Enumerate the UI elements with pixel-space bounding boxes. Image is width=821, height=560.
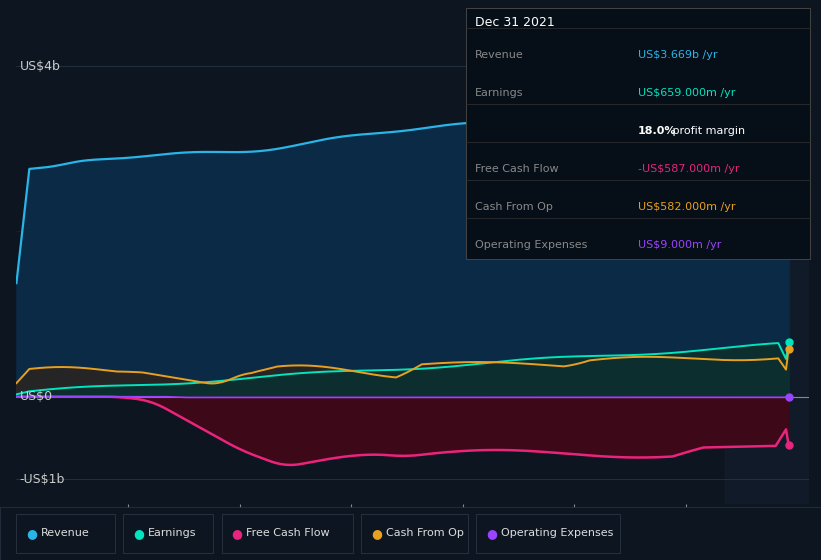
Text: Earnings: Earnings (148, 528, 196, 538)
Text: -US$587.000m /yr: -US$587.000m /yr (638, 164, 740, 174)
Text: US$9.000m /yr: US$9.000m /yr (638, 240, 722, 250)
Text: ●: ● (371, 526, 382, 540)
Text: Cash From Op: Cash From Op (386, 528, 464, 538)
Text: ●: ● (133, 526, 144, 540)
Text: Revenue: Revenue (475, 50, 524, 60)
Text: Earnings: Earnings (475, 88, 524, 98)
Text: ●: ● (232, 526, 242, 540)
Text: US$3.669b /yr: US$3.669b /yr (638, 50, 718, 60)
Text: ●: ● (26, 526, 37, 540)
Text: Operating Expenses: Operating Expenses (475, 240, 588, 250)
Bar (725, 17, 809, 504)
Text: US$0: US$0 (20, 390, 53, 403)
Text: Operating Expenses: Operating Expenses (501, 528, 613, 538)
Text: US$582.000m /yr: US$582.000m /yr (638, 202, 736, 212)
Text: 18.0%: 18.0% (638, 126, 677, 136)
Text: -US$1b: -US$1b (20, 473, 65, 486)
Text: Cash From Op: Cash From Op (475, 202, 553, 212)
Text: US$659.000m /yr: US$659.000m /yr (638, 88, 736, 98)
Text: profit margin: profit margin (669, 126, 745, 136)
Text: Dec 31 2021: Dec 31 2021 (475, 16, 555, 29)
Text: Revenue: Revenue (41, 528, 89, 538)
Text: US$4b: US$4b (20, 60, 61, 73)
Text: Free Cash Flow: Free Cash Flow (475, 164, 559, 174)
Text: Free Cash Flow: Free Cash Flow (246, 528, 330, 538)
Text: ●: ● (486, 526, 497, 540)
